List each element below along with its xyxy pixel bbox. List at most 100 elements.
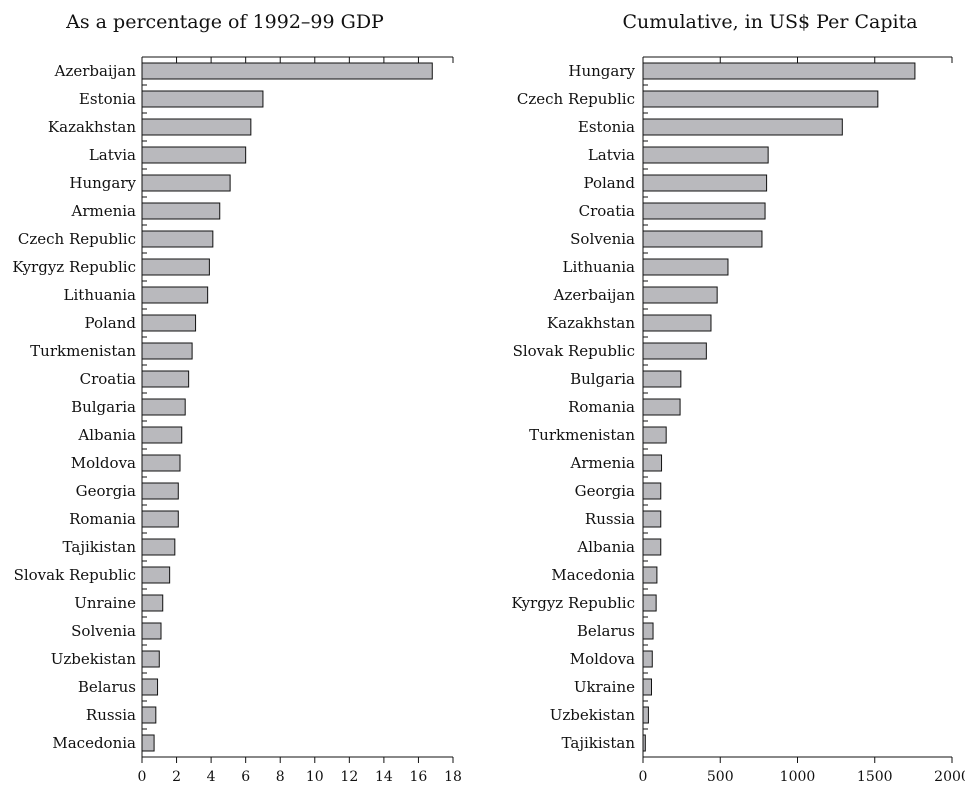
right-category-label: Uzbekistan xyxy=(550,706,636,724)
left-category-label: Kazakhstan xyxy=(48,118,136,136)
right-category-label: Azerbaijan xyxy=(553,286,636,304)
left-category-label: Romania xyxy=(69,510,136,528)
left-bar xyxy=(141,230,214,248)
right-category-label: Bulgaria xyxy=(570,370,635,388)
left-bar-chart: 0 2 4 6 8 10 12 14 16 18 Azerbaijan Estonia Kazakhst… xyxy=(12,56,462,785)
left-category-label: Moldova xyxy=(71,454,136,472)
right-category-label: Georgia xyxy=(575,482,635,500)
left-category-label: Slovak Republic xyxy=(14,566,136,584)
right-x-tick-label: 2000 xyxy=(934,769,965,785)
right-category-label: Ukraine xyxy=(574,678,635,696)
left-category-label: Turkmenistan xyxy=(30,342,136,360)
left-bar xyxy=(141,538,176,556)
left-bar xyxy=(141,90,264,108)
right-category-label: Kazakhstan xyxy=(547,314,635,332)
left-x-tick-label: 6 xyxy=(241,769,250,785)
right-bar xyxy=(642,594,657,612)
left-category-label: Belarus xyxy=(78,678,136,696)
left-bar xyxy=(141,146,247,164)
left-bar xyxy=(141,258,210,276)
right-bar xyxy=(642,174,768,192)
right-bar-chart: 0 500 1000 1500 2000 Hungary Czech Republic Est… xyxy=(511,56,965,785)
right-x-tick-label: 1500 xyxy=(857,769,893,785)
left-bar xyxy=(141,174,231,192)
right-bar xyxy=(642,314,712,332)
right-bar xyxy=(642,510,662,528)
left-bar xyxy=(141,118,252,136)
right-category-label: Moldova xyxy=(570,650,635,668)
right-bar xyxy=(642,678,652,696)
left-category-label: Latvia xyxy=(89,146,136,164)
right-bar xyxy=(642,398,681,416)
right-bar xyxy=(642,90,879,108)
left-bar xyxy=(141,594,164,612)
right-category-label: Solvenia xyxy=(570,230,635,248)
left-bar xyxy=(141,510,179,528)
right-bar xyxy=(642,538,662,556)
left-bar xyxy=(141,398,186,416)
left-bar xyxy=(141,202,221,220)
right-category-label: Hungary xyxy=(568,62,635,80)
left-category-label: Lithuania xyxy=(64,286,137,304)
left-bar xyxy=(141,454,181,472)
left-bar xyxy=(141,622,162,640)
left-x-tick-label: 8 xyxy=(276,769,285,785)
left-category-label: Poland xyxy=(84,314,136,332)
right-bar xyxy=(642,118,843,136)
right-bar xyxy=(642,286,718,304)
left-bar xyxy=(141,650,160,668)
right-bar xyxy=(642,342,707,360)
right-category-label: Russia xyxy=(585,510,635,528)
right-x-tick-label: 1000 xyxy=(780,769,816,785)
right-category-label: Czech Republic xyxy=(517,90,635,108)
left-x-tick-label: 10 xyxy=(306,769,324,785)
right-bar xyxy=(642,62,916,80)
left-category-label: Armenia xyxy=(70,202,136,220)
left-category-label: Solvenia xyxy=(71,622,136,640)
left-bar xyxy=(141,342,193,360)
left-category-label: Estonia xyxy=(79,90,136,108)
right-bar xyxy=(642,146,769,164)
right-category-label: Kyrgyz Republic xyxy=(511,594,635,612)
right-category-label: Latvia xyxy=(588,146,635,164)
right-bar xyxy=(642,230,763,248)
right-bar xyxy=(642,566,658,584)
right-bar xyxy=(642,426,667,444)
left-x-tick-label: 2 xyxy=(172,769,181,785)
left-category-label: Kyrgyz Republic xyxy=(12,258,136,276)
left-bar xyxy=(141,734,155,752)
left-x-tick-label: 12 xyxy=(340,769,358,785)
left-bar xyxy=(141,370,190,388)
left-bar xyxy=(141,678,159,696)
right-category-label: Tajikistan xyxy=(562,734,636,752)
right-x-tick-label: 0 xyxy=(639,769,648,785)
left-chart-title: As a percentage of 1992–99 GDP xyxy=(65,11,384,33)
right-category-label: Poland xyxy=(583,174,635,192)
right-category-label: Lithuania xyxy=(563,258,636,276)
left-category-label: Russia xyxy=(86,706,136,724)
right-bar xyxy=(642,622,654,640)
right-category-label: Albania xyxy=(576,538,635,556)
left-category-label: Georgia xyxy=(76,482,136,500)
right-category-label: Romania xyxy=(568,398,635,416)
left-category-label: Albania xyxy=(77,426,136,444)
right-category-label: Macedonia xyxy=(551,566,635,584)
left-category-label: Macedonia xyxy=(52,734,136,752)
left-category-label: Czech Republic xyxy=(18,230,136,248)
right-category-label: Belarus xyxy=(577,622,635,640)
right-bar xyxy=(642,482,662,500)
left-category-label: Uzbekistan xyxy=(51,650,137,668)
right-category-label: Armenia xyxy=(569,454,635,472)
left-bar xyxy=(141,482,179,500)
right-bar xyxy=(642,258,729,276)
left-x-tick-label: 18 xyxy=(444,769,462,785)
right-bar xyxy=(642,706,649,724)
left-category-label: Bulgaria xyxy=(71,398,136,416)
left-bar xyxy=(141,426,183,444)
right-x-tick-label: 500 xyxy=(707,769,734,785)
left-bar xyxy=(141,314,197,332)
left-category-label: Azerbaijan xyxy=(54,62,137,80)
left-x-tick-label: 0 xyxy=(138,769,147,785)
right-category-label: Turkmenistan xyxy=(529,426,635,444)
